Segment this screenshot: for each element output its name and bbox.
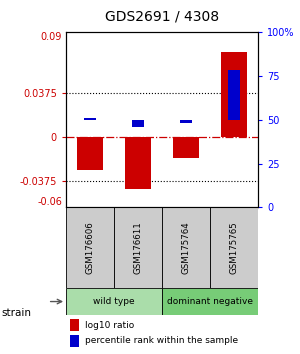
Bar <box>66 288 162 315</box>
Bar <box>66 207 114 288</box>
Text: percentile rank within the sample: percentile rank within the sample <box>85 337 238 346</box>
Bar <box>77 137 103 170</box>
Bar <box>210 207 258 288</box>
Text: log10 ratio: log10 ratio <box>85 321 134 330</box>
Text: GSM176606: GSM176606 <box>85 221 94 274</box>
Text: dominant negative: dominant negative <box>167 297 253 306</box>
Bar <box>125 137 151 189</box>
Text: GDS2691 / 4308: GDS2691 / 4308 <box>105 9 219 23</box>
Text: GSM176611: GSM176611 <box>134 221 142 274</box>
Bar <box>180 120 192 123</box>
Bar <box>228 70 240 120</box>
Text: GSM175764: GSM175764 <box>182 221 190 274</box>
Bar <box>173 137 199 158</box>
Bar <box>162 207 210 288</box>
Text: strain: strain <box>2 308 31 318</box>
Bar <box>132 120 144 127</box>
Text: -0.06: -0.06 <box>37 198 62 207</box>
Text: wild type: wild type <box>93 297 135 306</box>
Bar <box>162 288 258 315</box>
Bar <box>114 207 162 288</box>
Text: 0.09: 0.09 <box>41 32 62 42</box>
Bar <box>221 52 247 137</box>
Text: GSM175765: GSM175765 <box>230 221 238 274</box>
Bar <box>70 319 80 331</box>
Bar <box>70 335 80 347</box>
Bar <box>84 118 96 120</box>
